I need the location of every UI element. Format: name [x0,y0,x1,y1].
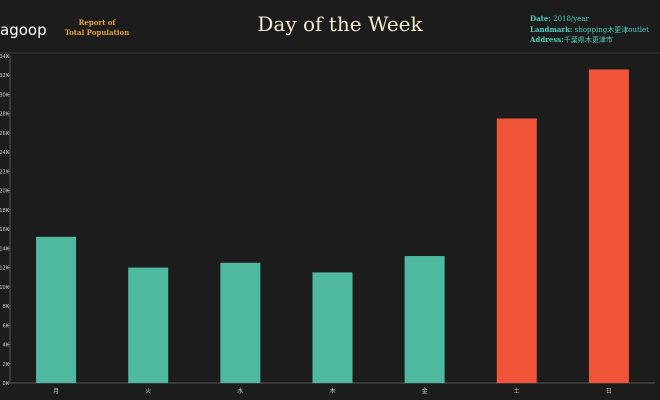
date-label: Date: [530,14,551,23]
x-tick-label: 日 [606,388,612,395]
landmark-label: Landmark: [530,24,573,34]
report-label-line-2: Total Population [64,28,130,37]
address-value: 千葉県木更津市 [563,36,613,44]
y-tick-label: 16K [0,227,10,233]
report-label-line-1: Report of [78,18,116,27]
y-tick-label: 6K [3,323,10,329]
landmark-value: shopping木更津outlet [572,25,649,34]
bar-7 [588,69,629,383]
y-tick-label: 2K [3,362,10,368]
chart-title: Day of the Week [257,12,423,36]
y-tick-label: 34K [0,54,10,60]
y-tick-label: 22K [0,169,10,175]
address-line: Address:千葉県木更津市 [530,35,649,46]
info-panel: Date: 2018/year Landmark: shopping木更津out… [530,14,649,46]
x-tick-label: 金 [422,387,428,395]
y-tick-label: 0K [3,381,10,387]
x-tick-label: 火 [145,388,151,395]
x-tick-label: 水 [237,387,243,395]
y-tick-label: 28K [0,112,10,118]
x-tick-label: 月 [53,388,59,395]
y-tick-label: 20K [0,189,10,195]
company-logo: agoop [0,21,47,39]
bar-1 [36,236,77,383]
bar-6 [496,118,537,383]
bar-5 [404,256,445,383]
x-tick-label: 土 [514,387,520,395]
date-value: 2018/year [550,15,589,23]
landmark-line: Landmark: shopping木更津outlet [530,25,649,36]
address-label: Address: [530,35,564,44]
y-tick-label: 26K [0,131,10,137]
y-tick-label: 10K [0,285,10,291]
y-tick-label: 32K [0,73,10,79]
y-tick-label: 14K [0,246,10,252]
y-tick-label: 18K [0,208,10,214]
x-tick-label: 木 [329,387,335,395]
y-tick-label: 4K [3,343,10,349]
report-label: Report of Total Population [62,18,132,38]
date-line: Date: 2018/year [530,14,649,25]
bar-2 [128,267,169,383]
y-tick-label: 30K [0,92,10,98]
y-tick-label: 8K [3,304,10,310]
y-tick-label: 24K [0,150,10,156]
y-tick-label: 12K [0,266,10,272]
bar-3 [220,262,261,383]
bar-4 [312,272,353,383]
